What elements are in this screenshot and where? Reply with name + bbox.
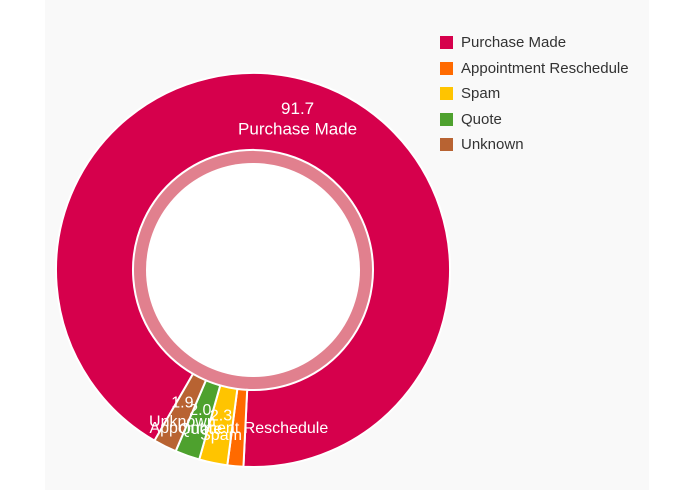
legend-item-unknown[interactable]: Unknown bbox=[440, 132, 629, 158]
data-label-category-purchase-made: Purchase Made bbox=[238, 120, 357, 139]
legend-swatch bbox=[440, 138, 453, 152]
donut-hole bbox=[146, 163, 360, 377]
legend-label: Spam bbox=[461, 85, 501, 103]
slice-purchase-made[interactable] bbox=[55, 72, 451, 468]
data-label-category-appointment-reschedule: Appointment Reschedule bbox=[149, 420, 328, 437]
legend: Purchase Made Appointment Reschedule Spa… bbox=[440, 30, 629, 158]
data-label-value-quote: 2.0 bbox=[189, 402, 211, 419]
legend-item-quote[interactable]: Quote bbox=[440, 107, 629, 133]
legend-item-spam[interactable]: Spam bbox=[440, 81, 629, 107]
slice-group bbox=[55, 72, 451, 468]
data-label-value-spam: 2.3 bbox=[210, 408, 232, 425]
data-label-category-quote: Quote bbox=[179, 421, 223, 438]
legend-label: Appointment Reschedule bbox=[461, 59, 629, 77]
legend-item-appointment-reschedule[interactable]: Appointment Reschedule bbox=[440, 56, 629, 82]
slice-unknown[interactable] bbox=[153, 372, 208, 453]
legend-label: Unknown bbox=[461, 136, 524, 154]
label-group: 91.7 Purchase Made Appointment Reschedule2… bbox=[149, 99, 357, 444]
legend-swatch bbox=[440, 112, 453, 126]
legend-label: Purchase Made bbox=[461, 34, 567, 52]
legend-label: Quote bbox=[461, 110, 502, 128]
legend-swatch bbox=[440, 87, 453, 101]
data-label-category-unknown: Unknown bbox=[149, 414, 216, 431]
data-label-category-spam: Spam bbox=[200, 427, 242, 444]
legend-item-purchase-made[interactable]: Purchase Made bbox=[440, 30, 629, 56]
data-label-value-unknown: 1.9 bbox=[171, 394, 193, 411]
legend-swatch bbox=[440, 61, 453, 75]
data-label-value-purchase-made: 91.7 bbox=[281, 99, 314, 118]
legend-swatch bbox=[440, 36, 453, 50]
